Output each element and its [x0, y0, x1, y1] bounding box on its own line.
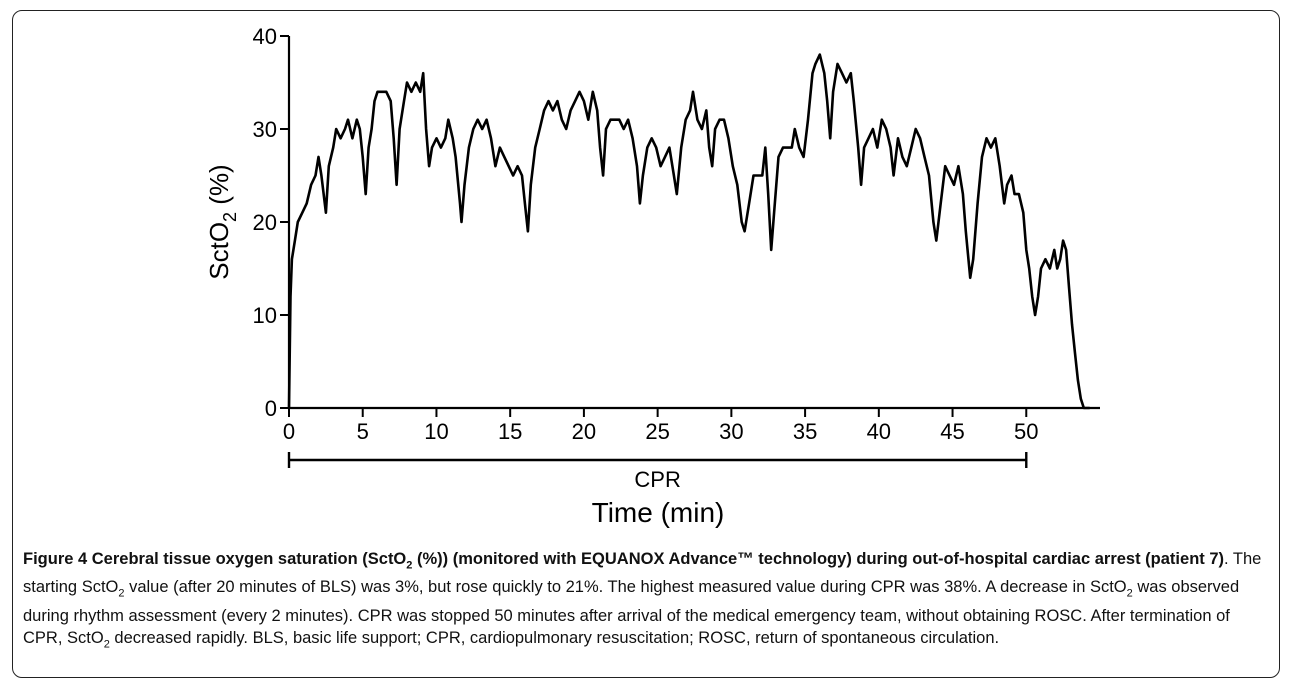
- x-tick-label: 45: [940, 419, 964, 444]
- series-line-sctO2: [289, 55, 1090, 408]
- caption-lead: Figure 4 Cerebral tissue oxygen saturati…: [23, 550, 1224, 568]
- figure-caption: Figure 4 Cerebral tissue oxygen saturati…: [23, 548, 1268, 655]
- x-tick-label: 20: [572, 419, 596, 444]
- x-tick-label: 5: [357, 419, 369, 444]
- x-axis: 0 5 10 15 20 25 30 35 40 45 50: [283, 408, 1100, 444]
- x-tick-label: 10: [424, 419, 448, 444]
- y-tick-label: 0: [265, 396, 277, 421]
- y-tick-label: 10: [253, 303, 277, 328]
- y-tick-label: 20: [253, 210, 277, 235]
- y-axis-title: SctO2 (%): [204, 164, 240, 279]
- x-tick-label: 15: [498, 419, 522, 444]
- y-tick-label: 30: [253, 117, 277, 142]
- cpr-annotation: CPR: [289, 452, 1026, 492]
- line-chart: 0 10 20 30 40 0 5 10 15 20 25 30 35 40 45 50 CPR SctO2…: [0, 0, 1295, 545]
- x-tick-label: 0: [283, 419, 295, 444]
- x-tick-label: 35: [793, 419, 817, 444]
- x-tick-label: 50: [1014, 419, 1038, 444]
- y-tick-label: 40: [253, 24, 277, 49]
- series-layer: [289, 55, 1090, 408]
- cpr-label: CPR: [634, 467, 680, 492]
- x-axis-title: Time (min): [592, 497, 725, 528]
- x-tick-label: 40: [867, 419, 891, 444]
- y-axis: 0 10 20 30 40: [253, 24, 289, 421]
- x-tick-label: 30: [719, 419, 743, 444]
- x-tick-label: 25: [645, 419, 669, 444]
